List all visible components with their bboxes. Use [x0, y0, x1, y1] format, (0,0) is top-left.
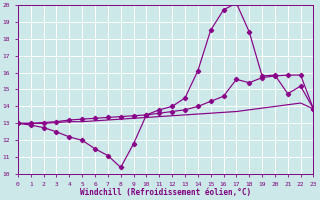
- X-axis label: Windchill (Refroidissement éolien,°C): Windchill (Refroidissement éolien,°C): [80, 188, 251, 197]
